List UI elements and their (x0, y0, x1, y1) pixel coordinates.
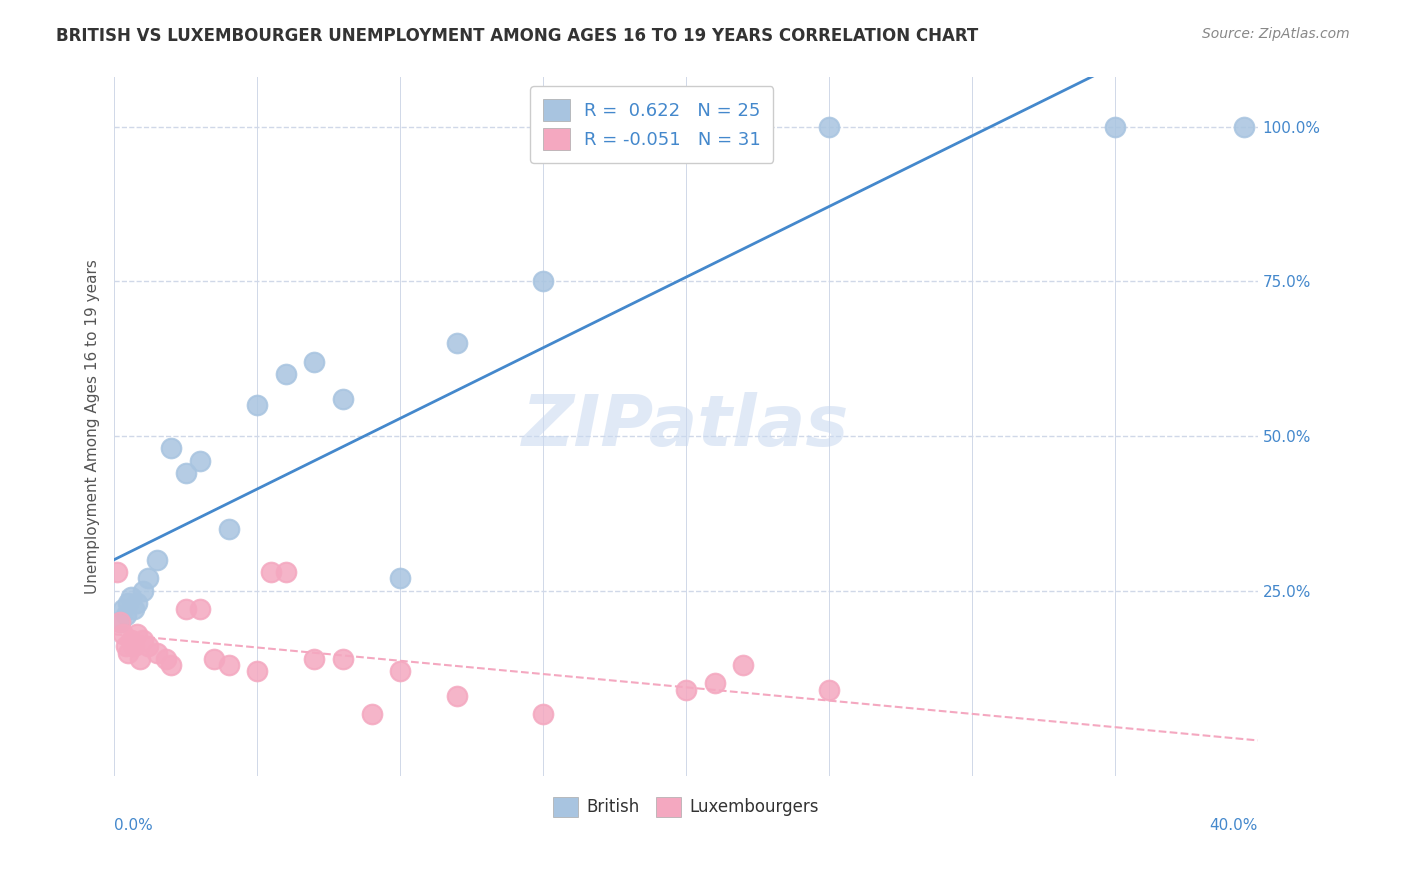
Point (202, 651, 225, 665)
Point (304, 651, 326, 665)
Point (446, 336, 468, 351)
Point (108, 615, 131, 629)
Point (108, 615, 131, 629)
Point (531, 707, 554, 722)
Point (160, 442, 183, 456)
Point (188, 454, 211, 468)
Point (117, 596, 139, 610)
Point (174, 602, 197, 616)
Point (174, 466, 197, 480)
Point (332, 392, 354, 406)
Point (274, 565, 297, 579)
Text: ZIPatlas: ZIPatlas (522, 392, 849, 461)
Point (146, 553, 169, 567)
Point (818, 682, 841, 697)
Point (132, 633, 155, 648)
Point (122, 602, 145, 616)
Point (818, 120, 841, 134)
Point (332, 651, 354, 665)
Point (531, 275, 554, 289)
Point (122, 640, 145, 654)
Point (733, 657, 755, 672)
Point (160, 657, 183, 672)
Point (246, 398, 269, 412)
Point (218, 657, 240, 672)
Point (125, 596, 148, 610)
Point (114, 608, 136, 623)
Point (188, 602, 211, 616)
Point (125, 627, 148, 641)
Point (260, 565, 283, 579)
Point (246, 664, 269, 678)
Text: 0.0%: 0.0% (114, 818, 153, 833)
Point (703, 676, 725, 690)
Point (138, 640, 160, 654)
Point (117, 646, 139, 660)
Legend: British, Luxembourgers: British, Luxembourgers (547, 790, 825, 823)
Point (105, 565, 128, 579)
Text: Source: ZipAtlas.com: Source: ZipAtlas.com (1202, 27, 1350, 41)
Point (360, 707, 382, 722)
Y-axis label: Unemployment Among Ages 16 to 19 years: Unemployment Among Ages 16 to 19 years (86, 260, 100, 594)
Point (120, 590, 142, 604)
Text: 40.0%: 40.0% (1209, 818, 1258, 833)
Point (218, 522, 240, 536)
Point (675, 120, 697, 134)
Point (389, 571, 412, 585)
Point (132, 583, 155, 598)
Point (129, 651, 152, 665)
Point (446, 689, 468, 703)
Point (389, 664, 412, 678)
Point (114, 640, 136, 654)
Point (675, 682, 697, 697)
Text: BRITISH VS LUXEMBOURGER UNEMPLOYMENT AMONG AGES 16 TO 19 YEARS CORRELATION CHART: BRITISH VS LUXEMBOURGER UNEMPLOYMENT AMO… (56, 27, 979, 45)
Point (155, 651, 177, 665)
Point (138, 571, 160, 585)
Point (1232, 120, 1254, 134)
Point (274, 368, 297, 382)
Point (146, 646, 169, 660)
Point (111, 602, 134, 616)
Point (304, 355, 326, 369)
Point (111, 627, 134, 641)
Point (1104, 120, 1126, 134)
Point (120, 633, 142, 648)
